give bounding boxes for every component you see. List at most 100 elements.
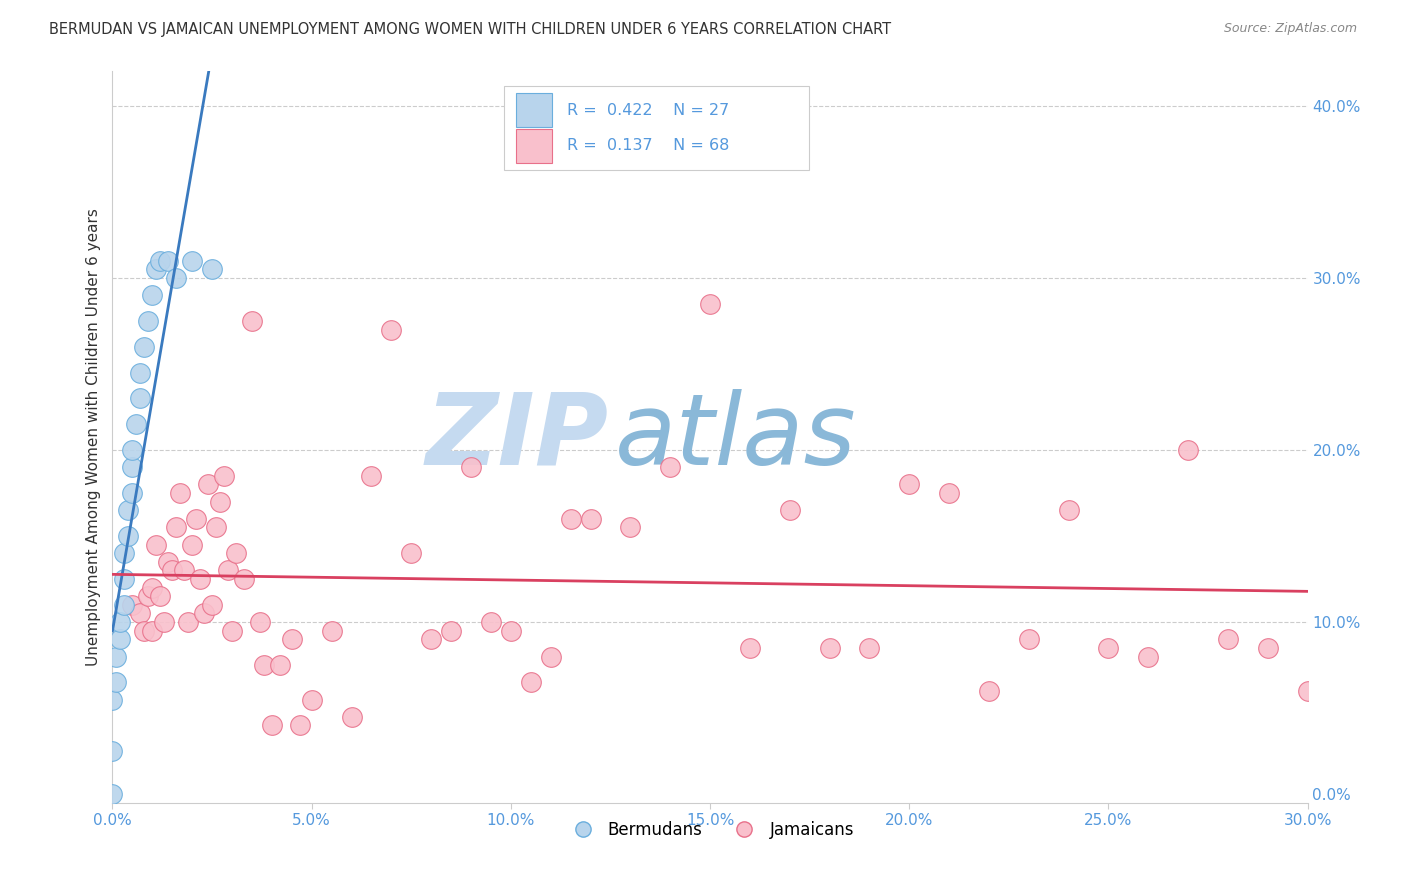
Point <box>110 632 132 647</box>
Point <box>117 503 139 517</box>
Point <box>134 340 156 354</box>
Point <box>201 262 224 277</box>
Point <box>162 564 183 578</box>
Point <box>1097 640 1119 655</box>
Point <box>177 615 200 629</box>
Text: R =  0.422    N = 27: R = 0.422 N = 27 <box>567 103 728 118</box>
Point <box>101 692 124 706</box>
Point <box>138 314 160 328</box>
Point <box>193 607 215 621</box>
Point <box>134 624 156 638</box>
Point <box>858 640 880 655</box>
Point <box>619 520 641 534</box>
Point <box>659 460 682 475</box>
Point <box>301 692 323 706</box>
Point <box>221 624 243 638</box>
Point <box>101 787 124 801</box>
Point <box>201 598 224 612</box>
Point <box>440 624 463 638</box>
Point <box>205 520 228 534</box>
Point <box>141 624 163 638</box>
Point <box>579 512 602 526</box>
Point <box>360 468 382 483</box>
Point <box>121 460 143 475</box>
Point <box>153 615 176 629</box>
Point <box>1137 649 1160 664</box>
Point <box>977 684 1000 698</box>
Point <box>779 503 801 517</box>
Point <box>209 494 232 508</box>
Point <box>1057 503 1080 517</box>
Point <box>157 253 180 268</box>
Point <box>141 288 163 302</box>
Point <box>186 512 208 526</box>
Point <box>169 486 191 500</box>
Point <box>738 640 761 655</box>
Point <box>141 581 163 595</box>
Point <box>181 253 204 268</box>
Point <box>165 520 187 534</box>
Text: ZIP: ZIP <box>426 389 609 485</box>
Point <box>114 546 135 560</box>
Point <box>1177 442 1199 457</box>
Point <box>138 589 160 603</box>
Point <box>233 572 256 586</box>
Point <box>380 322 402 336</box>
Point <box>288 718 311 732</box>
Point <box>253 658 276 673</box>
Point <box>479 615 502 629</box>
Point <box>898 477 921 491</box>
Point <box>129 392 152 406</box>
Y-axis label: Unemployment Among Women with Children Under 6 years: Unemployment Among Women with Children U… <box>86 208 101 666</box>
Point <box>173 564 195 578</box>
Point <box>560 512 582 526</box>
Legend: Bermudans, Jamaicans: Bermudans, Jamaicans <box>560 814 860 846</box>
Point <box>420 632 443 647</box>
Text: BERMUDAN VS JAMAICAN UNEMPLOYMENT AMONG WOMEN WITH CHILDREN UNDER 6 YEARS CORREL: BERMUDAN VS JAMAICAN UNEMPLOYMENT AMONG … <box>49 22 891 37</box>
Point <box>321 624 343 638</box>
Point <box>260 718 283 732</box>
Point <box>217 564 239 578</box>
Point <box>121 598 143 612</box>
Point <box>225 546 247 560</box>
Point <box>105 675 128 690</box>
Text: R =  0.137    N = 68: R = 0.137 N = 68 <box>567 138 728 153</box>
Point <box>101 744 124 758</box>
Point <box>129 366 152 380</box>
Point <box>149 253 172 268</box>
Point <box>240 314 263 328</box>
Bar <box>516 129 553 163</box>
Point <box>520 675 543 690</box>
Point <box>340 710 363 724</box>
Text: Source: ZipAtlas.com: Source: ZipAtlas.com <box>1223 22 1357 36</box>
Point <box>281 632 304 647</box>
Point <box>121 486 143 500</box>
Point <box>121 442 143 457</box>
Point <box>249 615 271 629</box>
Point <box>269 658 291 673</box>
Point <box>165 271 187 285</box>
Point <box>145 262 167 277</box>
Point <box>540 649 562 664</box>
Point <box>145 538 167 552</box>
Point <box>110 615 132 629</box>
Point <box>157 555 180 569</box>
Point <box>1296 684 1319 698</box>
Point <box>938 486 960 500</box>
Point <box>181 538 204 552</box>
Text: atlas: atlas <box>614 389 856 485</box>
FancyBboxPatch shape <box>505 86 810 170</box>
Point <box>212 468 235 483</box>
Point <box>129 607 152 621</box>
Point <box>401 546 423 560</box>
Point <box>117 529 139 543</box>
Point <box>114 572 135 586</box>
Point <box>188 572 211 586</box>
Point <box>460 460 482 475</box>
Point <box>699 296 721 310</box>
Point <box>125 417 148 432</box>
Point <box>1216 632 1239 647</box>
Point <box>1018 632 1040 647</box>
Point <box>105 649 128 664</box>
Point <box>149 589 172 603</box>
